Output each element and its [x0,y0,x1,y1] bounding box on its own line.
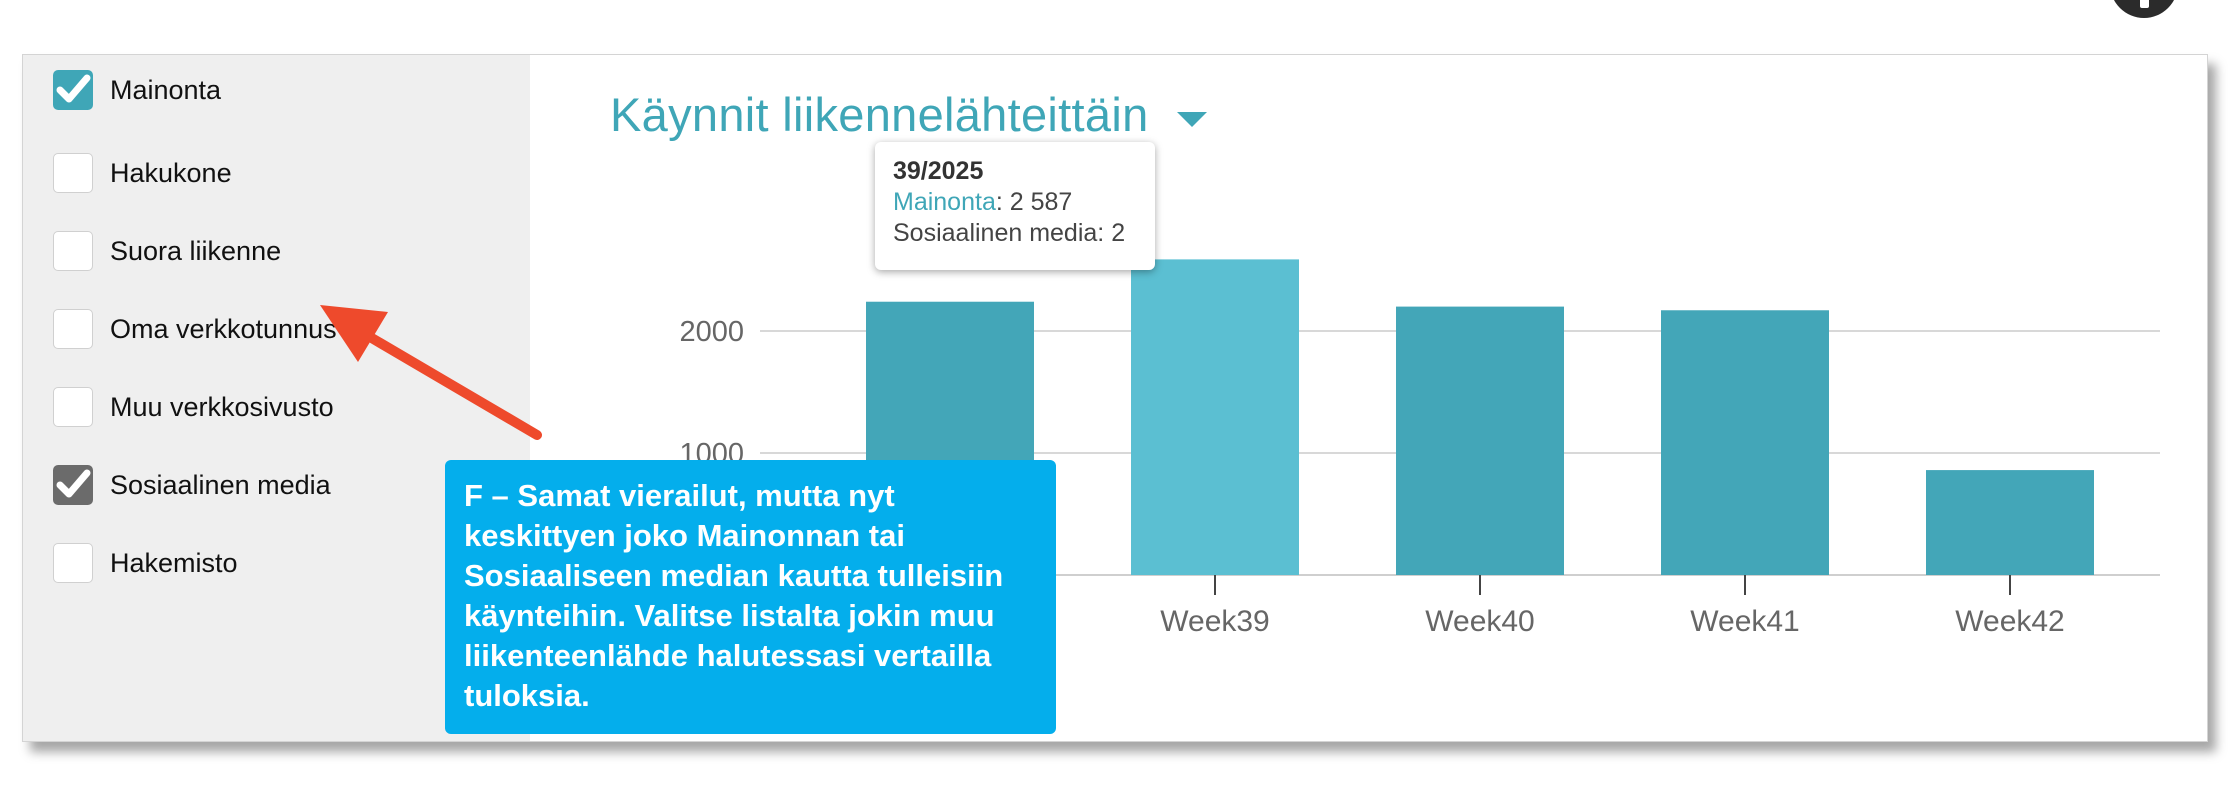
checkbox-label: Oma verkkotunnus [110,313,337,344]
checkbox-row-hakukone[interactable]: Hakukone [53,150,232,196]
checkbox-label: Hakukone [110,157,232,188]
tooltip-row-series1: Mainonta: 2 587 [893,188,1073,216]
bar-week42[interactable] [1926,470,2094,575]
tooltip-series2-name: Sosiaalinen media [893,219,1098,247]
bar-week40[interactable] [1396,306,1564,575]
bar-week39[interactable] [1131,259,1299,575]
chart-area: Käynnit liikennelähteittäin 1000 2000 Week… [530,55,2207,741]
chart-title: Käynnit liikennelähteittäin [610,88,1149,141]
checkbox-sosiaalinen-media[interactable] [53,465,93,505]
checkbox-row-sosiaalinen-media[interactable]: Sosiaalinen media [53,462,331,508]
caret-down-icon[interactable] [1176,112,1207,127]
checkbox-label: Sosiaalinen media [110,469,331,500]
checkmark-icon [53,465,93,505]
tooltip-series1-name: Mainonta [893,188,996,216]
checkbox-oma-verkkotunnus[interactable] [53,309,93,349]
checkbox-mainonta[interactable] [53,70,93,110]
tooltip-row-series2: Sosiaalinen media: 2 [893,219,1126,247]
checkbox-label: Mainonta [110,74,222,105]
bar-week41[interactable] [1661,310,1829,575]
checkbox-label: Hakemisto [110,547,238,578]
checkbox-hakemisto[interactable] [53,543,93,583]
checkbox-label: Suora liikenne [110,235,282,266]
tooltip-series2-value: 2 [1111,219,1126,247]
checkmark-icon [53,70,93,110]
x-tick-label: Week40 [1425,605,1535,638]
y-tick-label: 2000 [679,316,744,348]
annotation-callout: F – Samat vierailut, mutta nyt keskittye… [445,460,1056,734]
tooltip-series1-value: 2 587 [1009,188,1073,216]
checkbox-muu-verkkosivusto[interactable] [53,387,93,427]
chart-title-dropdown[interactable]: Käynnit liikennelähteittäin [610,87,1207,142]
checkbox-row-muu-verkkosivusto[interactable]: Muu verkkosivusto [53,384,334,430]
checkbox-label: Muu verkkosivusto [110,391,334,422]
x-tick-label: Week39 [1160,605,1270,638]
checkbox-row-mainonta[interactable]: Mainonta [53,62,222,110]
annotation-text: F – Samat vierailut, mutta nyt keskittye… [464,478,1004,713]
checkbox-row-oma-verkkotunnus[interactable]: Oma verkkotunnus [53,306,337,352]
checkbox-row-suora-liikenne[interactable]: Suora liikenne [53,228,281,274]
x-tick-label: Week42 [1955,605,2065,638]
checkbox-hakukone[interactable] [53,153,93,193]
checkbox-suora-liikenne[interactable] [53,231,93,271]
chart-tooltip: 39/2025 Mainonta: 2 587 Sosiaalinen medi… [875,142,1155,270]
checkbox-row-hakemisto[interactable]: Hakemisto [53,540,238,586]
tooltip-title: 39/2025 [893,157,984,185]
x-tick-label: Week41 [1690,605,1800,638]
